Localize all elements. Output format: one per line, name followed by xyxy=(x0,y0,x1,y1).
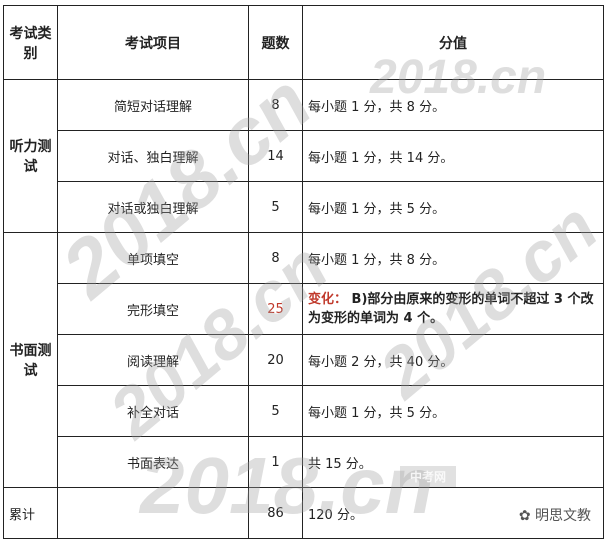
table-row: 听力测试 简短对话理解 8 每小题 1 分，共 8 分。 xyxy=(3,79,604,233)
header-count: 题数 xyxy=(248,5,303,80)
group-listening: 听力测试 xyxy=(3,79,58,233)
score-cell: 每小题 2 分，共 40 分。 xyxy=(302,334,604,386)
score-cell: 共 15 分。 xyxy=(302,436,604,488)
item-cell: 书面表达 xyxy=(57,436,249,488)
table-row: 书面测试 单项填空 8 每小题 1 分，共 8 分。 xyxy=(3,232,604,488)
item-cell: 对话、独白理解 xyxy=(57,130,249,182)
table-row: 书面表达 1 共 15 分。 xyxy=(4,436,604,488)
header-category: 考试类别 xyxy=(3,5,58,80)
table-row: 补全对话 5 每小题 1 分，共 5 分。 xyxy=(4,385,604,437)
group-writing: 书面测试 xyxy=(3,232,58,488)
item-cell: 阅读理解 xyxy=(57,334,249,386)
item-cell: 对话或独白理解 xyxy=(57,181,249,233)
table-row: 对话或独白理解 5 每小题 1 分，共 5 分。 xyxy=(4,181,604,233)
score-cell: 每小题 1 分，共 5 分。 xyxy=(302,181,604,233)
item-cell: 单项填空 xyxy=(57,232,249,284)
item-cell xyxy=(57,487,249,539)
wechat-icon: ✿ xyxy=(518,508,535,524)
item-cell: 补全对话 xyxy=(57,385,249,437)
item-cell: 完形填空 xyxy=(57,283,249,335)
count-cell: 5 xyxy=(248,181,303,233)
count-cell: 14 xyxy=(248,130,303,182)
count-cell: 86 xyxy=(248,487,303,539)
change-text: B)部分由原来的变形的单词不超过 3 个改为变形的单词为 4 个。 xyxy=(308,292,594,326)
count-cell: 25 xyxy=(248,283,303,335)
header-item: 考试项目 xyxy=(57,5,249,80)
total-row: 累计 86 120 分。 xyxy=(3,487,604,539)
header-row: 考试类别 考试项目 题数 分值 xyxy=(3,5,604,80)
table-row: 对话、独白理解 14 每小题 1 分，共 14 分。 xyxy=(4,130,604,182)
score-cell: 每小题 1 分，共 8 分。 xyxy=(302,232,604,284)
count-cell: 8 xyxy=(248,79,303,131)
item-cell: 简短对话理解 xyxy=(57,79,249,131)
count-cell: 5 xyxy=(248,385,303,437)
exam-structure-table: 考试类别 考试项目 题数 分值 听力测试 简短对话理解 8 每小题 1 分，共 … xyxy=(3,5,604,539)
count-cell: 1 xyxy=(248,436,303,488)
score-cell: 每小题 1 分，共 5 分。 xyxy=(302,385,604,437)
logo-text: 明思文教 xyxy=(535,508,591,524)
change-label: 变化： xyxy=(308,292,348,307)
count-cell: 20 xyxy=(248,334,303,386)
count-cell: 8 xyxy=(248,232,303,284)
header-score: 分值 xyxy=(302,5,604,80)
score-cell: 每小题 1 分，共 14 分。 xyxy=(302,130,604,182)
score-cell: 变化： B)部分由原来的变形的单词不超过 3 个改为变形的单词为 4 个。 xyxy=(302,283,604,335)
table-row: 完形填空 25 变化： B)部分由原来的变形的单词不超过 3 个改为变形的单词为… xyxy=(4,283,604,335)
group-total: 累计 xyxy=(3,487,58,539)
score-cell: 120 分。 xyxy=(302,487,604,539)
table-row: 阅读理解 20 每小题 2 分，共 40 分。 xyxy=(4,334,604,386)
brand-logo: ✿ 明思文教 xyxy=(519,505,591,525)
score-cell: 每小题 1 分，共 8 分。 xyxy=(302,79,604,131)
